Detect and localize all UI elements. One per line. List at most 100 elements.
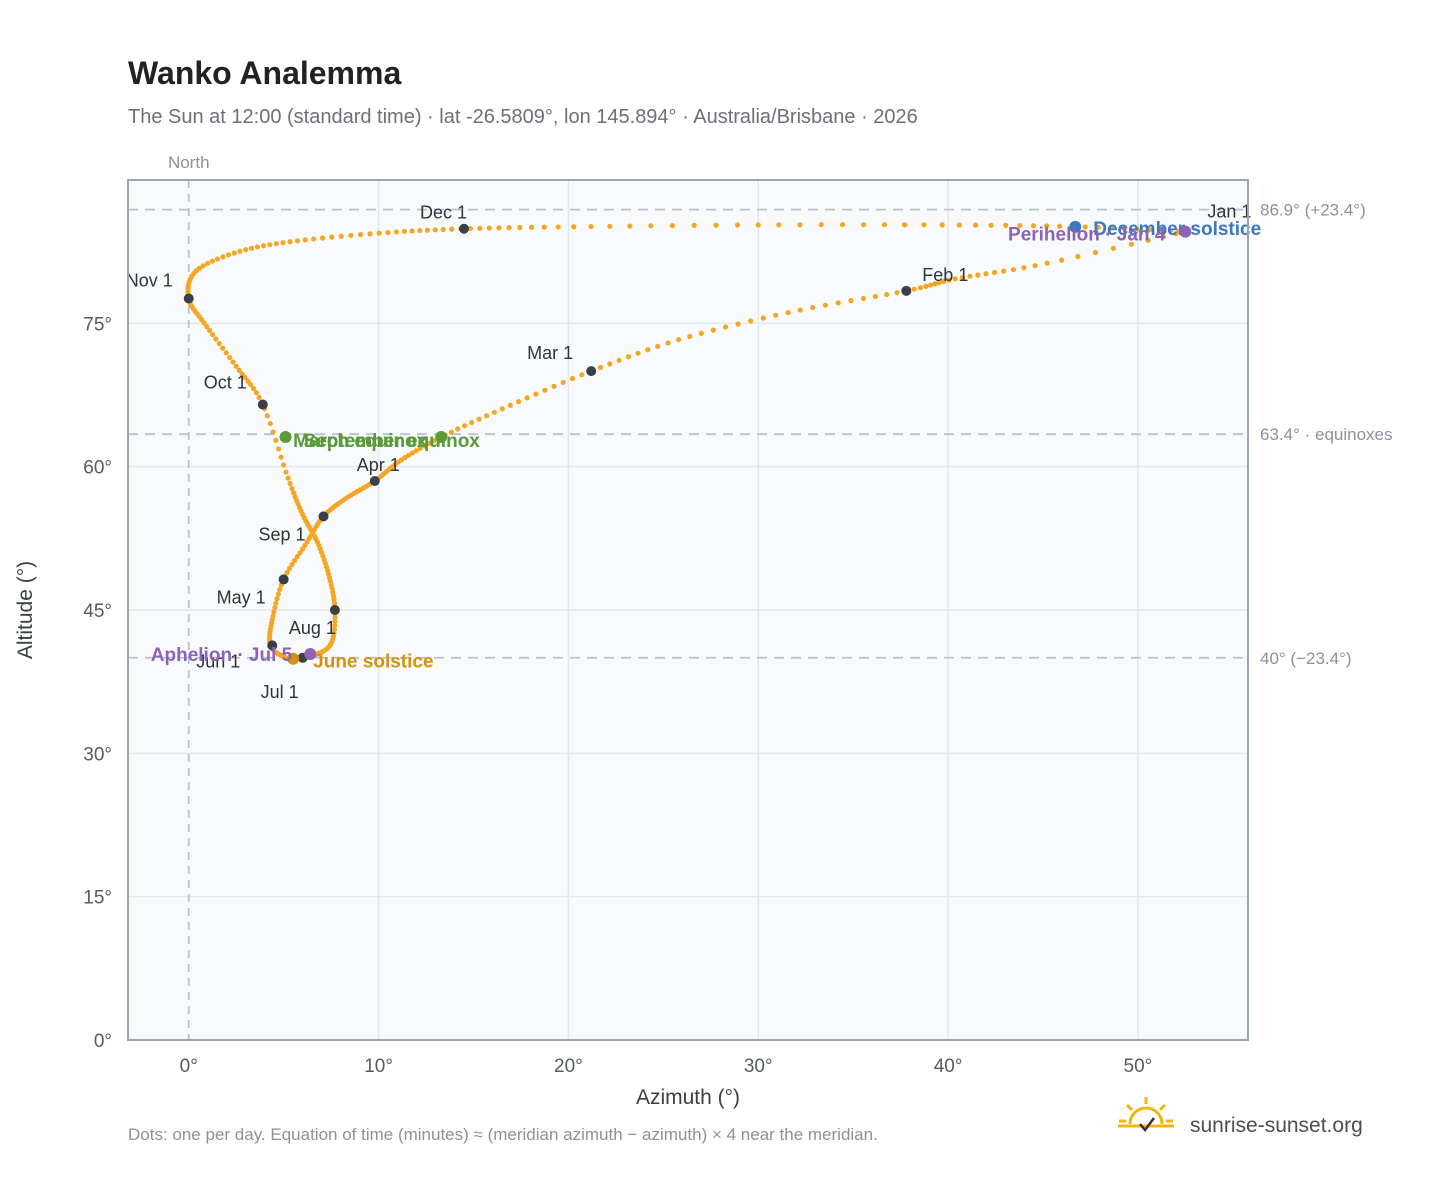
daily-dot <box>988 222 994 228</box>
daily-dot <box>1128 241 1134 247</box>
daily-dot <box>214 256 221 262</box>
daily-dot <box>973 222 979 228</box>
daily-dot <box>773 312 779 318</box>
daily-dot <box>245 378 251 384</box>
daily-dot <box>797 307 803 313</box>
daily-dot <box>894 290 900 296</box>
x-tick-label: 40° <box>934 1056 963 1077</box>
event-label: September equinox <box>304 431 481 452</box>
daily-dot <box>432 227 438 233</box>
daily-dot <box>1017 222 1023 229</box>
daily-dot <box>713 222 719 228</box>
month-label: Jan 1 <box>1207 202 1251 222</box>
north-label: North <box>168 153 210 172</box>
daily-dot <box>225 252 232 258</box>
daily-dot <box>1082 224 1088 230</box>
daily-dot <box>1146 227 1153 233</box>
daily-dot <box>292 494 298 500</box>
daily-dot <box>1108 225 1115 231</box>
daily-dot <box>541 224 547 230</box>
daily-dot <box>607 361 613 367</box>
event-label: March equinox <box>293 431 428 452</box>
daily-dot <box>267 242 273 248</box>
event-label: December solstice <box>1093 219 1261 240</box>
daily-dot <box>872 293 879 300</box>
daily-dot <box>560 379 566 386</box>
month-label: Jun 1 <box>196 651 240 671</box>
daily-dot <box>839 222 846 228</box>
daily-dot <box>292 557 298 564</box>
daily-dot <box>1021 265 1027 271</box>
daily-dot <box>616 357 622 363</box>
daily-dot <box>936 280 942 286</box>
footnote: Dots: one per day. Equation of time (min… <box>128 1125 878 1144</box>
daily-dot <box>200 263 206 269</box>
daily-dot <box>1167 228 1174 234</box>
daily-dot <box>280 240 286 246</box>
daily-dot <box>946 277 952 283</box>
daily-dot <box>607 223 613 229</box>
event-marker <box>279 431 292 444</box>
daily-dot <box>220 345 226 351</box>
daily-dot <box>506 225 512 231</box>
y-tick-label: 0° <box>94 1031 112 1052</box>
daily-dot <box>467 225 473 232</box>
y-axis-title: Altitude (°) <box>14 561 37 659</box>
daily-dot <box>748 318 754 324</box>
y-tick-label: 75° <box>83 314 112 335</box>
reference-line-label: 63.4° · equinoxes <box>1260 425 1393 444</box>
daily-dot <box>275 446 282 452</box>
daily-dot <box>1044 223 1050 229</box>
daily-dot <box>302 237 308 243</box>
month-marker <box>459 223 469 234</box>
daily-dot <box>818 222 824 228</box>
x-tick-label: 20° <box>554 1056 583 1077</box>
daily-dot <box>448 429 454 435</box>
daily-dot <box>1010 266 1017 273</box>
daily-dot <box>273 241 279 247</box>
brand-name: sunrise-sunset.org <box>1190 1114 1363 1137</box>
event-marker <box>304 647 317 660</box>
month-marker <box>369 476 380 486</box>
daily-dot <box>294 238 301 244</box>
daily-dot <box>822 302 828 308</box>
chart-subtitle: The Sun at 12:00 (standard time) · lat -… <box>128 106 918 128</box>
month-label: Sep 1 <box>258 524 305 544</box>
event-marker <box>435 431 448 444</box>
daily-dot <box>329 234 335 240</box>
daily-dot <box>216 340 222 347</box>
event-label: Perihelion · Jan 4 <box>1008 225 1166 246</box>
daily-dot <box>469 419 475 426</box>
month-marker <box>329 605 340 615</box>
daily-dot <box>213 336 219 342</box>
daily-dot <box>579 372 585 378</box>
daily-dot <box>698 330 704 336</box>
daily-dot <box>627 223 633 229</box>
daily-dot <box>734 222 741 228</box>
daily-dot <box>902 222 908 228</box>
month-label: May 1 <box>217 587 266 607</box>
daily-dot <box>413 448 419 454</box>
event-marker <box>1179 225 1192 238</box>
daily-dot <box>376 230 382 236</box>
daily-dot <box>393 229 400 235</box>
axes: 0° 10° 20° 30° 40° 50° 0° 15° 30° 45° 60° 75° <box>83 179 1249 1077</box>
month-label: Apr 1 <box>357 455 400 475</box>
daily-dot <box>760 315 766 321</box>
daily-dot <box>272 604 278 611</box>
y-tick-label: 45° <box>83 601 112 622</box>
daily-dot <box>941 278 947 285</box>
daily-dot <box>1001 268 1007 274</box>
daily-dot <box>991 269 998 276</box>
daily-dot <box>278 454 284 460</box>
daily-dot <box>967 273 973 279</box>
daily-dot <box>533 391 539 397</box>
daily-dot <box>205 260 211 267</box>
event-marker <box>287 652 300 665</box>
daily-dot <box>1095 224 1101 230</box>
daily-dot <box>338 233 344 239</box>
month-label: Mar 1 <box>527 343 573 363</box>
daily-dot <box>669 222 675 229</box>
daily-dot <box>648 223 654 229</box>
daily-dot <box>275 591 281 597</box>
